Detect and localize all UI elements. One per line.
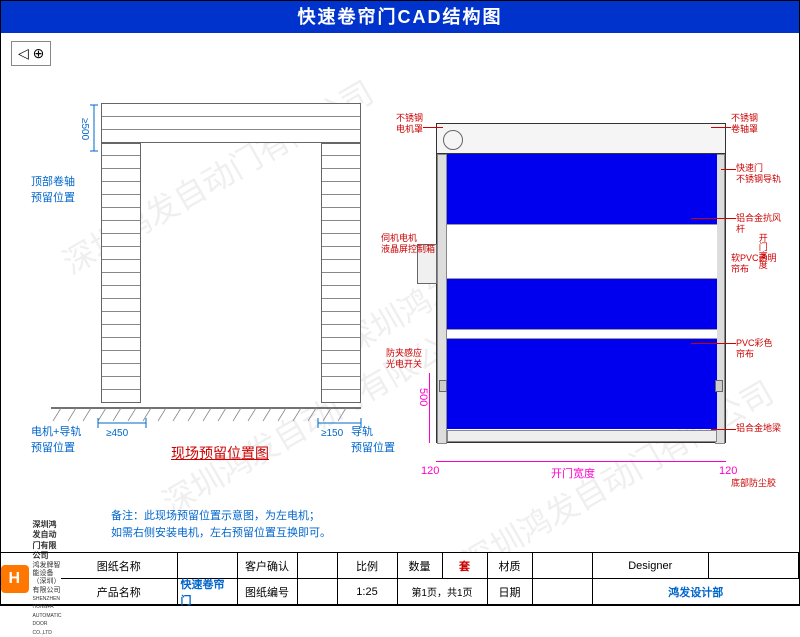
cad-drawing-container: 快速卷帘门CAD结构图 ◁ ⊕ 深圳鸿发自动门有限公司 深圳鸿发自动门有限公司 …: [0, 0, 800, 606]
product-name-value: 快速卷帘门: [178, 579, 238, 605]
wall-left-jamb: [101, 143, 141, 403]
callout-bottom-seal: 铝合金地梁: [736, 423, 781, 434]
scale-header: 比例: [338, 553, 398, 579]
rail-w-left-dim: 120: [421, 465, 439, 477]
motor-dim-value: ≥450: [106, 428, 128, 439]
reserve-note: 备注：此现场预留位置示意图，为左电机； 如需右侧安装电机，左右预留位置互换即可。: [111, 508, 331, 541]
callout-motor-cover-r: 不锈钢 卷轴罩: [731, 113, 758, 135]
rail-dim-value: ≥150: [321, 428, 343, 439]
drawing-no-header: 图纸编号: [238, 579, 298, 605]
height-dim: 500: [417, 388, 429, 406]
designer-header: Designer: [593, 553, 710, 579]
product-name-header: 产品名称: [61, 579, 178, 605]
top-dim-value: ≥500: [79, 118, 90, 140]
callout-open-height: 开门高度: [757, 233, 768, 269]
curtain-panel-blue-2: [447, 279, 717, 329]
right-door-diagram: 不锈钢 电机罩 伺机电机 液晶屏控制箱 防夹感应 光电开关 不锈钢 卷轴罩 快速…: [411, 103, 781, 503]
material-header: 材质: [488, 553, 533, 579]
rail-w-right-dim: 120: [719, 465, 737, 477]
page-value: 第1页，共1页: [398, 579, 488, 605]
curtain-panel-clear-2: [447, 329, 717, 339]
wall-lintel: [101, 103, 361, 143]
title-bar: 快速卷帘门CAD结构图: [1, 1, 799, 33]
callout-wind-bar: 铝合金抗风杆: [736, 213, 781, 235]
customer-confirm-value: [298, 553, 338, 579]
company-logo-cell: 深圳鸿发自动门有限公司 鸿发牌智能设备（深圳）有限公司 SHENZHEN HON…: [1, 553, 61, 605]
date-value: [533, 579, 593, 605]
designer-blank: [709, 553, 799, 579]
callout-motor-cover-l: 不锈钢 电机罩: [396, 113, 423, 135]
reserve-position-title: 现场预留位置图: [171, 443, 269, 463]
callout-pvc-color: PVC彩色帘布: [736, 338, 781, 360]
sensor-right: [715, 380, 723, 392]
callout-dust-seal: 底部防尘胶: [731, 478, 776, 489]
curtain-panel-blue-3: [447, 339, 717, 429]
sensor-left: [439, 380, 447, 392]
qty-header: 数量: [398, 553, 443, 579]
motor-rail-label: 电机+导轨 预留位置: [31, 423, 81, 455]
width-dim-line: [436, 461, 726, 462]
wall-right-jamb: [321, 143, 361, 403]
drawing-name-header: 图纸名称: [61, 553, 178, 579]
callout-fast-door: 快速门 不锈钢导轨: [736, 163, 781, 185]
bottom-bar: [447, 430, 717, 442]
curtain-panel-clear-1: [447, 224, 717, 279]
curtain-panel-blue-1: [447, 154, 717, 224]
open-width-label: 开门宽度: [551, 465, 595, 481]
drawing-area: ◁ ⊕ 深圳鸿发自动门有限公司 深圳鸿发自动门有限公司 深圳鸿发自动门有限公司 …: [1, 33, 799, 553]
material-value: [533, 553, 593, 579]
designer-value: 鸿发设计部: [593, 579, 800, 605]
customer-confirm-header: 客户确认: [238, 553, 298, 579]
date-header: 日期: [488, 579, 533, 605]
callout-sensor: 防夹感应 光电开关: [386, 348, 422, 370]
scale-value: 1:25: [338, 579, 398, 605]
hongfa-logo-icon: [1, 565, 29, 593]
rail-left: [437, 154, 447, 444]
door-assembly: [436, 123, 726, 443]
rail-label: 导轨 预留位置: [351, 423, 395, 455]
callout-control: 伺机电机 液晶屏控制箱: [381, 233, 435, 255]
callout-pvc-clear: 软PVC透明帘布: [731, 253, 781, 275]
set-header: 套: [443, 553, 488, 579]
drawing-no-value: [298, 579, 338, 605]
roller-cover: [437, 124, 725, 154]
left-reserve-diagram: 顶部卷轴 预留位置 ≥500 电机+导轨 预留位置 ≥450 ≥150 导轨 预…: [31, 93, 361, 493]
height-dim-line: [429, 373, 430, 443]
title-block: 图纸名称 客户确认 比例 数量 套 材质 Designer 深圳鸿发自动门有限公…: [1, 553, 799, 605]
projection-symbols: ◁ ⊕: [11, 41, 51, 66]
top-reserve-label: 顶部卷轴 预留位置: [31, 173, 75, 205]
